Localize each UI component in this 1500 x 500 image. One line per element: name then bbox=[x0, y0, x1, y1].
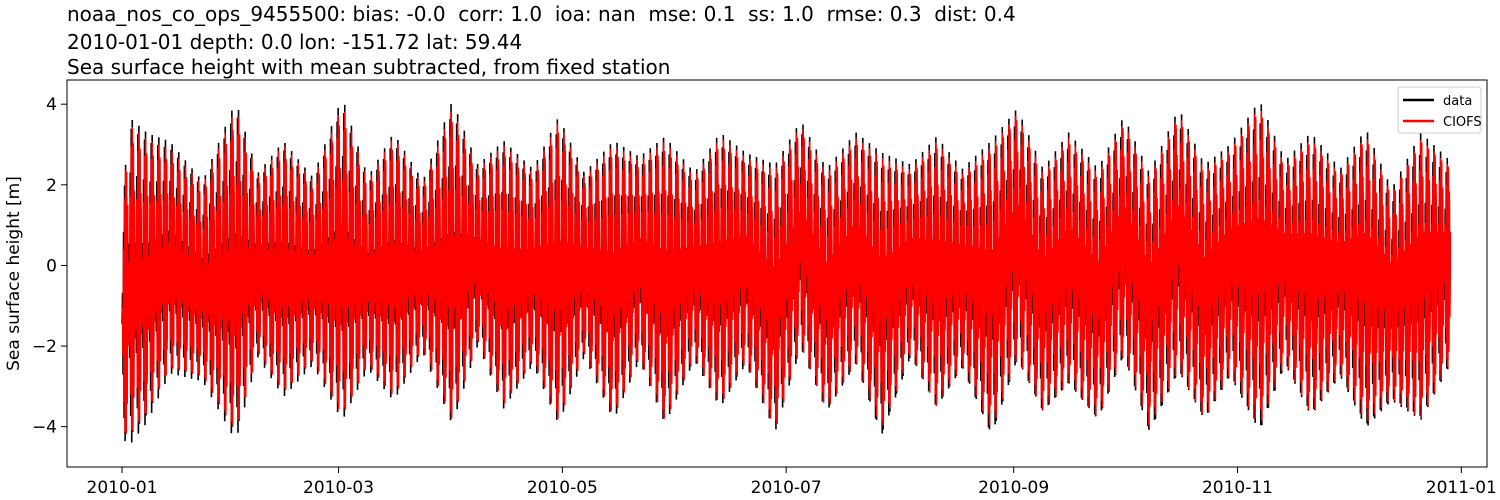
x-tick-label: 2011-01 bbox=[1426, 478, 1497, 498]
plot-frame bbox=[66, 79, 1488, 468]
y-tick-label: 4 bbox=[46, 95, 57, 115]
axes-layer: −4 −2 0 2 4 2010-01 2010-03 2010-05 2010-07 2010-… bbox=[32, 95, 1497, 498]
y-tick-label: −4 bbox=[32, 418, 57, 438]
title-line-1: noaa_nos_co_ops_9455500: bias: -0.0 corr… bbox=[67, 2, 1016, 26]
legend: data CIOFS bbox=[1397, 86, 1482, 134]
x-tick-label: 2010-01 bbox=[87, 478, 158, 498]
x-tick-label: 2010-07 bbox=[751, 478, 822, 498]
legend-label-data: data bbox=[1443, 94, 1472, 109]
y-tick-label: −2 bbox=[32, 337, 57, 357]
y-tick-label: 2 bbox=[46, 176, 57, 196]
title-line-3: Sea surface height with mean subtracted,… bbox=[67, 55, 671, 79]
x-tick-label: 2010-11 bbox=[1202, 478, 1273, 498]
x-tick-label: 2010-03 bbox=[303, 478, 374, 498]
y-tick-label: 0 bbox=[46, 256, 57, 276]
series-layer bbox=[121, 104, 1452, 443]
y-axis-label: Sea surface height [m] bbox=[4, 176, 24, 371]
legend-label-ciofs: CIOFS bbox=[1443, 115, 1482, 130]
x-tick-label: 2010-09 bbox=[978, 478, 1049, 498]
series-line-ciofs bbox=[121, 110, 1452, 434]
x-tick-label: 2010-05 bbox=[527, 478, 598, 498]
title-line-2: 2010-01-01 depth: 0.0 lon: -151.72 lat: … bbox=[67, 30, 523, 54]
